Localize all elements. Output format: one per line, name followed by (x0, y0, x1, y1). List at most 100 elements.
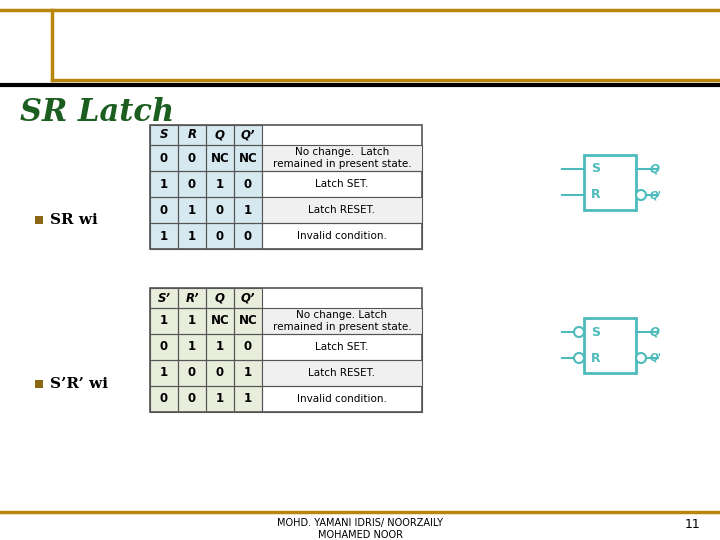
Text: NC: NC (238, 152, 257, 165)
Text: Q: Q (650, 163, 660, 176)
Text: 1: 1 (188, 204, 196, 217)
Text: 0: 0 (216, 367, 224, 380)
Text: No change. Latch
remained in present state.: No change. Latch remained in present sta… (273, 310, 411, 332)
Bar (262, 386, 422, 412)
Text: 0: 0 (216, 204, 224, 217)
Bar (150, 288, 178, 308)
Bar (206, 386, 234, 412)
Text: 0: 0 (244, 178, 252, 191)
Bar (178, 360, 206, 386)
Bar (206, 197, 234, 223)
Bar (234, 308, 262, 334)
Bar (206, 360, 234, 386)
Text: 1: 1 (160, 367, 168, 380)
Bar (206, 334, 234, 360)
Text: NC: NC (238, 314, 257, 327)
Text: No change.  Latch
remained in present state.: No change. Latch remained in present sta… (273, 147, 411, 169)
Text: 0: 0 (188, 152, 196, 165)
Text: 0: 0 (188, 367, 196, 380)
Text: R: R (591, 352, 600, 365)
Bar (150, 386, 178, 412)
Text: Q’: Q’ (240, 292, 256, 305)
Text: S: S (591, 326, 600, 339)
Text: 0: 0 (160, 341, 168, 354)
Text: Q: Q (650, 326, 660, 339)
Bar (178, 334, 206, 360)
Bar (150, 145, 178, 171)
Bar (206, 308, 234, 334)
Bar (35, 380, 43, 388)
Text: 1: 1 (188, 230, 196, 242)
Bar (234, 288, 262, 308)
Text: 1: 1 (160, 230, 168, 242)
Bar (206, 145, 234, 171)
Bar (150, 334, 178, 360)
Text: 1: 1 (216, 341, 224, 354)
Bar (262, 334, 422, 360)
Text: SR wi: SR wi (50, 213, 98, 227)
Text: 0: 0 (160, 393, 168, 406)
Bar (35, 216, 43, 224)
Text: R: R (591, 188, 600, 201)
Text: R’: R’ (185, 292, 199, 305)
Text: Latch SET.: Latch SET. (315, 179, 369, 189)
Text: NC: NC (211, 314, 230, 327)
Text: 0: 0 (244, 230, 252, 242)
Text: NC: NC (211, 152, 230, 165)
Bar (234, 197, 262, 223)
Bar (150, 197, 178, 223)
Text: 0: 0 (188, 393, 196, 406)
Text: Latch RESET.: Latch RESET. (308, 368, 376, 378)
Text: S: S (591, 163, 600, 176)
Text: 11: 11 (684, 518, 700, 531)
Text: 0: 0 (244, 341, 252, 354)
Bar (262, 125, 422, 249)
Bar (150, 360, 178, 386)
Text: R: R (187, 129, 197, 141)
Text: 1: 1 (244, 367, 252, 380)
Bar (178, 308, 206, 334)
Text: S: S (160, 129, 168, 141)
Text: Q: Q (215, 129, 225, 141)
Text: MOHD. YAMANI IDRIS/ NOORZAILY
MOHAMED NOOR: MOHD. YAMANI IDRIS/ NOORZAILY MOHAMED NO… (277, 518, 443, 539)
Bar (178, 145, 206, 171)
Text: 1: 1 (216, 178, 224, 191)
Text: 1: 1 (244, 393, 252, 406)
Text: 0: 0 (216, 230, 224, 242)
Bar (234, 360, 262, 386)
Text: S’R’ wi: S’R’ wi (50, 377, 108, 391)
Text: Latch RESET.: Latch RESET. (308, 205, 376, 215)
Bar (234, 171, 262, 197)
Circle shape (636, 353, 646, 363)
Bar (234, 223, 262, 249)
Bar (584, 318, 636, 373)
Text: 1: 1 (188, 341, 196, 354)
Bar (206, 171, 234, 197)
Text: 0: 0 (160, 152, 168, 165)
Bar (150, 288, 262, 412)
Bar (262, 171, 422, 197)
Bar (150, 125, 422, 249)
Text: Q': Q' (650, 190, 662, 200)
Bar (234, 145, 262, 171)
Bar (206, 223, 234, 249)
Bar (206, 288, 234, 308)
Bar (178, 125, 206, 145)
Text: 1: 1 (244, 204, 252, 217)
Text: 1: 1 (160, 314, 168, 327)
Bar (150, 171, 178, 197)
Bar (150, 125, 178, 145)
Bar (178, 288, 206, 308)
Bar (178, 197, 206, 223)
Bar (262, 145, 422, 171)
Text: Q': Q' (650, 353, 662, 363)
Bar (150, 125, 262, 249)
Bar (178, 171, 206, 197)
Bar (234, 386, 262, 412)
Text: 0: 0 (160, 204, 168, 217)
Circle shape (574, 327, 584, 337)
Bar (150, 308, 178, 334)
Bar (262, 288, 422, 412)
Text: 1: 1 (216, 393, 224, 406)
Text: 0: 0 (188, 178, 196, 191)
